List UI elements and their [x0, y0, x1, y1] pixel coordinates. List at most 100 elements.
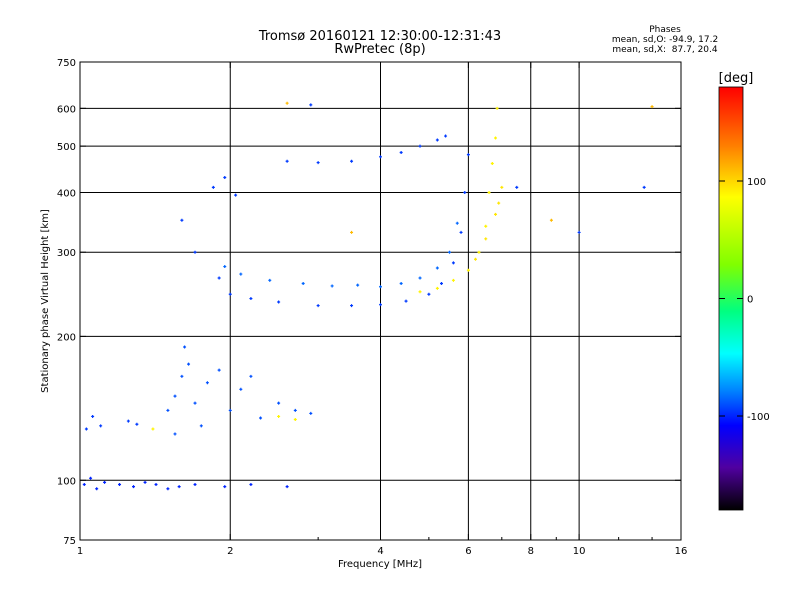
echo-point — [404, 299, 408, 303]
echo-point — [126, 419, 130, 423]
echo-point — [379, 285, 382, 289]
echo-point — [356, 283, 360, 287]
echo-point — [103, 480, 107, 484]
grid — [80, 62, 681, 540]
echo-point — [259, 416, 263, 420]
echo-point — [577, 230, 581, 234]
echo-point — [495, 106, 499, 110]
colorbar-label: [deg] — [719, 71, 754, 86]
echo-point — [277, 401, 281, 405]
echo-point — [494, 212, 498, 216]
echo-point — [650, 105, 654, 109]
y-axis-label: Stationary phase Virtual Height [km] — [40, 209, 51, 393]
echo-point — [440, 282, 443, 286]
colorbar-tick-label: 100 — [747, 177, 766, 188]
echo-point — [173, 394, 177, 398]
x-tick-label: 10 — [573, 546, 586, 557]
echo-point — [448, 250, 452, 254]
y-tick-label: 400 — [57, 188, 76, 199]
echo-point — [487, 190, 491, 194]
echo-point — [180, 374, 184, 378]
echo-point — [293, 418, 297, 422]
echo-point — [118, 482, 122, 486]
x-tick-label: 16 — [675, 546, 688, 557]
echo-point — [223, 175, 227, 179]
echo-point — [418, 144, 422, 148]
echo-point — [151, 427, 155, 431]
echo-point — [135, 422, 139, 426]
y-tick-label: 600 — [57, 104, 76, 115]
colorbar-ticks: 100 0 -100 — [719, 177, 770, 423]
echo-point — [309, 411, 313, 415]
echo-point — [427, 292, 431, 296]
echo-point — [249, 374, 253, 378]
echo-point — [435, 138, 439, 142]
echo-point — [277, 414, 281, 418]
echo-point — [435, 286, 439, 290]
echo-point — [183, 345, 187, 349]
echo-point — [350, 159, 354, 163]
echo-point — [418, 290, 422, 294]
y-tick-label: 100 — [57, 476, 76, 487]
x-tick-label: 2 — [227, 546, 233, 557]
echo-point — [642, 185, 646, 189]
echo-point — [193, 401, 197, 405]
echo-point — [330, 284, 334, 288]
echo-point — [309, 103, 313, 107]
echo-point — [494, 136, 498, 140]
echo-point — [211, 185, 215, 189]
echo-point — [180, 218, 184, 222]
phases-x-stats: mean, sd,X: 87.7, 20.4 — [612, 45, 718, 55]
echo-point — [239, 387, 243, 391]
echo-point — [466, 153, 470, 157]
echo-point — [399, 150, 403, 154]
x-tick-label: 6 — [465, 546, 471, 557]
y-tick-label: 300 — [57, 248, 76, 259]
echo-point — [217, 276, 221, 280]
echo-point — [223, 485, 227, 489]
echo-point — [95, 487, 99, 491]
echo-point — [89, 476, 93, 480]
y-tick-label: 750 — [57, 58, 76, 69]
echo-point — [459, 230, 463, 234]
echo-point — [239, 272, 243, 276]
echo-point — [82, 482, 86, 486]
echo-point — [154, 482, 158, 486]
x-tick-label: 8 — [528, 546, 534, 557]
echo-point — [143, 480, 147, 484]
echo-point — [451, 278, 455, 282]
colorbar-tick-label: -100 — [747, 412, 770, 423]
echo-point — [484, 237, 488, 241]
echo-point — [187, 362, 191, 366]
echo-point — [199, 424, 203, 428]
echo-point — [466, 268, 470, 272]
echo-point — [549, 218, 553, 222]
echo-point — [205, 381, 209, 385]
echo-point — [177, 485, 181, 489]
echo-point — [484, 224, 488, 228]
echo-point — [217, 368, 221, 372]
echo-point — [477, 250, 481, 254]
echo-point — [473, 257, 477, 261]
echo-point — [500, 185, 504, 189]
echo-point — [91, 414, 95, 418]
phases-o-stats: mean, sd,O: -94.9, 17.2 — [612, 35, 718, 45]
echo-point — [228, 292, 232, 296]
x-tick-label: 1 — [77, 546, 83, 557]
echo-point — [301, 282, 305, 286]
y-tick-label: 500 — [57, 142, 76, 153]
echo-point — [350, 304, 354, 308]
echo-point — [490, 161, 494, 165]
echo-point — [132, 485, 136, 489]
echo-point — [435, 266, 439, 270]
echo-point — [418, 276, 422, 280]
x-axis-label: Frequency [MHz] — [338, 559, 422, 570]
echo-point — [249, 297, 253, 301]
x-tick-label: 4 — [377, 546, 383, 557]
colorbar-tick-label: 0 — [747, 295, 753, 306]
y-tick-label: 200 — [57, 332, 76, 343]
echo-points — [82, 101, 654, 491]
chart-title: Tromsø 20160121 12:30:00-12:31:43 — [258, 29, 501, 44]
echo-point — [268, 278, 272, 282]
